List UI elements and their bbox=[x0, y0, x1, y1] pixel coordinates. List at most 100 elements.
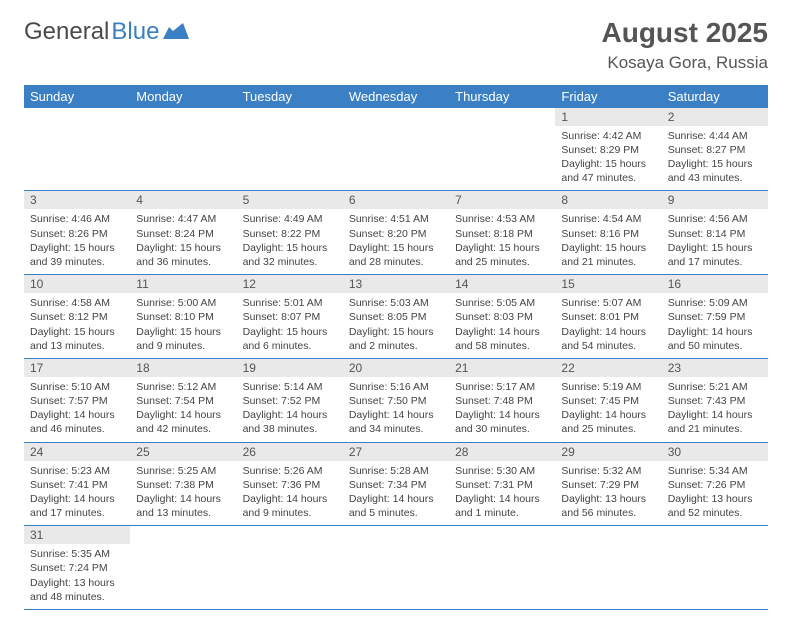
day-number: 6 bbox=[343, 191, 449, 209]
day-details: Sunrise: 5:28 AMSunset: 7:34 PMDaylight:… bbox=[343, 461, 449, 526]
calendar-cell: 14Sunrise: 5:05 AMSunset: 8:03 PMDayligh… bbox=[449, 275, 555, 359]
calendar-cell bbox=[24, 108, 130, 191]
day-details: Sunrise: 5:12 AMSunset: 7:54 PMDaylight:… bbox=[130, 377, 236, 442]
calendar-cell: 10Sunrise: 4:58 AMSunset: 8:12 PMDayligh… bbox=[24, 275, 130, 359]
calendar-cell bbox=[237, 526, 343, 610]
logo: GeneralBlue bbox=[24, 18, 189, 46]
page-title: August 2025 bbox=[602, 18, 769, 49]
day-details: Sunrise: 5:05 AMSunset: 8:03 PMDaylight:… bbox=[449, 293, 555, 358]
calendar-cell: 15Sunrise: 5:07 AMSunset: 8:01 PMDayligh… bbox=[555, 275, 661, 359]
day-number: 11 bbox=[130, 275, 236, 293]
calendar-cell bbox=[130, 108, 236, 191]
day-number: 23 bbox=[662, 359, 768, 377]
day-number: 3 bbox=[24, 191, 130, 209]
day-number: 14 bbox=[449, 275, 555, 293]
day-number: 16 bbox=[662, 275, 768, 293]
day-number: 13 bbox=[343, 275, 449, 293]
calendar-cell bbox=[237, 108, 343, 191]
calendar-cell: 7Sunrise: 4:53 AMSunset: 8:18 PMDaylight… bbox=[449, 191, 555, 275]
day-number: 15 bbox=[555, 275, 661, 293]
day-number: 2 bbox=[662, 108, 768, 126]
day-header: Sunday bbox=[24, 85, 130, 108]
calendar-cell: 6Sunrise: 4:51 AMSunset: 8:20 PMDaylight… bbox=[343, 191, 449, 275]
day-details: Sunrise: 5:35 AMSunset: 7:24 PMDaylight:… bbox=[24, 544, 130, 609]
day-header: Friday bbox=[555, 85, 661, 108]
calendar-cell: 30Sunrise: 5:34 AMSunset: 7:26 PMDayligh… bbox=[662, 442, 768, 526]
day-details: Sunrise: 5:32 AMSunset: 7:29 PMDaylight:… bbox=[555, 461, 661, 526]
calendar-cell: 31Sunrise: 5:35 AMSunset: 7:24 PMDayligh… bbox=[24, 526, 130, 610]
calendar-cell: 3Sunrise: 4:46 AMSunset: 8:26 PMDaylight… bbox=[24, 191, 130, 275]
day-number: 18 bbox=[130, 359, 236, 377]
calendar-cell bbox=[662, 526, 768, 610]
calendar-cell: 11Sunrise: 5:00 AMSunset: 8:10 PMDayligh… bbox=[130, 275, 236, 359]
logo-text-1: General bbox=[24, 18, 109, 46]
day-header: Tuesday bbox=[237, 85, 343, 108]
calendar-cell: 17Sunrise: 5:10 AMSunset: 7:57 PMDayligh… bbox=[24, 358, 130, 442]
day-header: Thursday bbox=[449, 85, 555, 108]
calendar-cell: 27Sunrise: 5:28 AMSunset: 7:34 PMDayligh… bbox=[343, 442, 449, 526]
day-details: Sunrise: 5:34 AMSunset: 7:26 PMDaylight:… bbox=[662, 461, 768, 526]
header: GeneralBlue August 2025 Kosaya Gora, Rus… bbox=[24, 18, 768, 73]
calendar-cell: 2Sunrise: 4:44 AMSunset: 8:27 PMDaylight… bbox=[662, 108, 768, 191]
calendar-cell bbox=[130, 526, 236, 610]
calendar-cell: 18Sunrise: 5:12 AMSunset: 7:54 PMDayligh… bbox=[130, 358, 236, 442]
calendar-cell: 25Sunrise: 5:25 AMSunset: 7:38 PMDayligh… bbox=[130, 442, 236, 526]
day-details: Sunrise: 4:51 AMSunset: 8:20 PMDaylight:… bbox=[343, 209, 449, 274]
day-number: 10 bbox=[24, 275, 130, 293]
day-number: 9 bbox=[662, 191, 768, 209]
calendar-cell: 29Sunrise: 5:32 AMSunset: 7:29 PMDayligh… bbox=[555, 442, 661, 526]
day-number: 19 bbox=[237, 359, 343, 377]
calendar-cell bbox=[449, 108, 555, 191]
day-number: 30 bbox=[662, 443, 768, 461]
day-header: Saturday bbox=[662, 85, 768, 108]
calendar-cell bbox=[555, 526, 661, 610]
day-details: Sunrise: 4:46 AMSunset: 8:26 PMDaylight:… bbox=[24, 209, 130, 274]
location-subtitle: Kosaya Gora, Russia bbox=[602, 53, 769, 73]
day-details: Sunrise: 5:01 AMSunset: 8:07 PMDaylight:… bbox=[237, 293, 343, 358]
day-details: Sunrise: 4:54 AMSunset: 8:16 PMDaylight:… bbox=[555, 209, 661, 274]
calendar-cell: 5Sunrise: 4:49 AMSunset: 8:22 PMDaylight… bbox=[237, 191, 343, 275]
day-number: 27 bbox=[343, 443, 449, 461]
calendar-cell: 13Sunrise: 5:03 AMSunset: 8:05 PMDayligh… bbox=[343, 275, 449, 359]
day-number: 21 bbox=[449, 359, 555, 377]
day-header: Monday bbox=[130, 85, 236, 108]
calendar-cell: 23Sunrise: 5:21 AMSunset: 7:43 PMDayligh… bbox=[662, 358, 768, 442]
day-number: 26 bbox=[237, 443, 343, 461]
calendar-cell: 8Sunrise: 4:54 AMSunset: 8:16 PMDaylight… bbox=[555, 191, 661, 275]
day-number: 7 bbox=[449, 191, 555, 209]
calendar-cell: 12Sunrise: 5:01 AMSunset: 8:07 PMDayligh… bbox=[237, 275, 343, 359]
calendar-table: SundayMondayTuesdayWednesdayThursdayFrid… bbox=[24, 85, 768, 610]
day-number: 24 bbox=[24, 443, 130, 461]
calendar-cell: 21Sunrise: 5:17 AMSunset: 7:48 PMDayligh… bbox=[449, 358, 555, 442]
calendar-cell bbox=[343, 526, 449, 610]
calendar-cell: 1Sunrise: 4:42 AMSunset: 8:29 PMDaylight… bbox=[555, 108, 661, 191]
day-number: 31 bbox=[24, 526, 130, 544]
day-number: 4 bbox=[130, 191, 236, 209]
day-number: 29 bbox=[555, 443, 661, 461]
day-header: Wednesday bbox=[343, 85, 449, 108]
day-details: Sunrise: 5:00 AMSunset: 8:10 PMDaylight:… bbox=[130, 293, 236, 358]
day-number: 1 bbox=[555, 108, 661, 126]
calendar-cell: 22Sunrise: 5:19 AMSunset: 7:45 PMDayligh… bbox=[555, 358, 661, 442]
day-number: 25 bbox=[130, 443, 236, 461]
day-details: Sunrise: 5:30 AMSunset: 7:31 PMDaylight:… bbox=[449, 461, 555, 526]
logo-icon bbox=[163, 18, 189, 46]
day-number: 28 bbox=[449, 443, 555, 461]
day-details: Sunrise: 5:10 AMSunset: 7:57 PMDaylight:… bbox=[24, 377, 130, 442]
calendar-cell bbox=[449, 526, 555, 610]
day-number: 17 bbox=[24, 359, 130, 377]
day-details: Sunrise: 5:09 AMSunset: 7:59 PMDaylight:… bbox=[662, 293, 768, 358]
calendar-cell: 24Sunrise: 5:23 AMSunset: 7:41 PMDayligh… bbox=[24, 442, 130, 526]
logo-text-2: Blue bbox=[111, 18, 159, 46]
calendar-cell: 26Sunrise: 5:26 AMSunset: 7:36 PMDayligh… bbox=[237, 442, 343, 526]
day-details: Sunrise: 5:26 AMSunset: 7:36 PMDaylight:… bbox=[237, 461, 343, 526]
day-number: 8 bbox=[555, 191, 661, 209]
calendar-cell: 19Sunrise: 5:14 AMSunset: 7:52 PMDayligh… bbox=[237, 358, 343, 442]
calendar-cell: 16Sunrise: 5:09 AMSunset: 7:59 PMDayligh… bbox=[662, 275, 768, 359]
day-details: Sunrise: 5:17 AMSunset: 7:48 PMDaylight:… bbox=[449, 377, 555, 442]
day-details: Sunrise: 5:25 AMSunset: 7:38 PMDaylight:… bbox=[130, 461, 236, 526]
calendar-cell: 4Sunrise: 4:47 AMSunset: 8:24 PMDaylight… bbox=[130, 191, 236, 275]
day-number: 12 bbox=[237, 275, 343, 293]
day-details: Sunrise: 4:56 AMSunset: 8:14 PMDaylight:… bbox=[662, 209, 768, 274]
day-details: Sunrise: 4:49 AMSunset: 8:22 PMDaylight:… bbox=[237, 209, 343, 274]
